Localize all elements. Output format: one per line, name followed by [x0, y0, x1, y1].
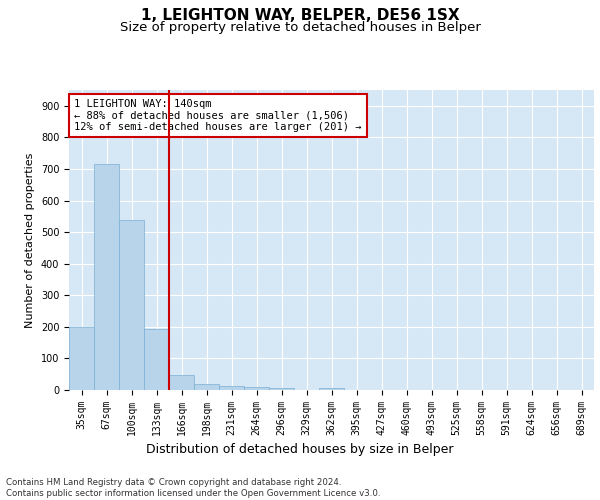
- Text: 1 LEIGHTON WAY: 140sqm
← 88% of detached houses are smaller (1,506)
12% of semi-: 1 LEIGHTON WAY: 140sqm ← 88% of detached…: [74, 99, 362, 132]
- Text: Size of property relative to detached houses in Belper: Size of property relative to detached ho…: [119, 21, 481, 34]
- Text: Distribution of detached houses by size in Belper: Distribution of detached houses by size …: [146, 442, 454, 456]
- Bar: [94, 164, 119, 390]
- Bar: [319, 388, 344, 390]
- Bar: [194, 384, 219, 390]
- Bar: [144, 330, 169, 390]
- Y-axis label: Number of detached properties: Number of detached properties: [25, 152, 35, 328]
- Text: Contains HM Land Registry data © Crown copyright and database right 2024.
Contai: Contains HM Land Registry data © Crown c…: [6, 478, 380, 498]
- Bar: [269, 388, 294, 390]
- Text: 1, LEIGHTON WAY, BELPER, DE56 1SX: 1, LEIGHTON WAY, BELPER, DE56 1SX: [140, 8, 460, 22]
- Bar: [219, 386, 244, 390]
- Bar: [169, 376, 194, 390]
- Bar: [119, 220, 144, 390]
- Bar: [244, 387, 269, 390]
- Bar: [69, 327, 94, 390]
